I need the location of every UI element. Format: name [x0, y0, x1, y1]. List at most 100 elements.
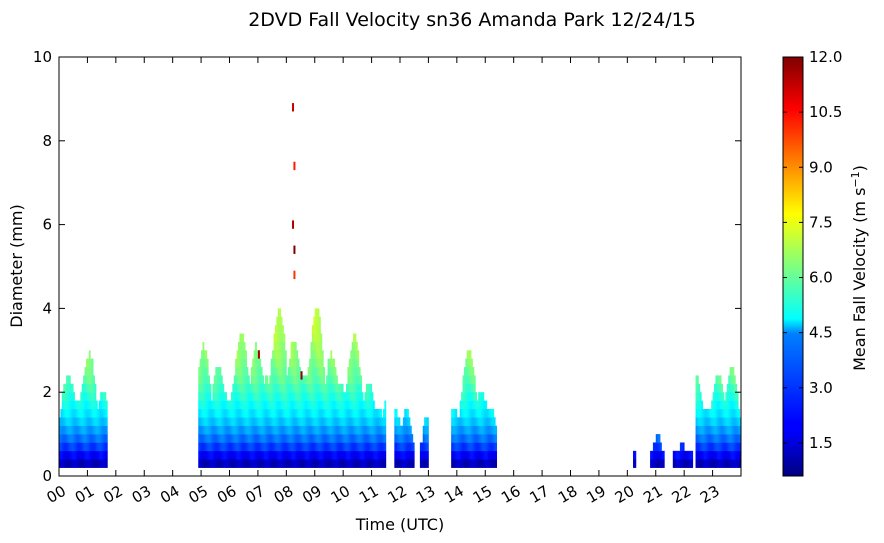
- heatmap-cell: [706, 450, 709, 460]
- heatmap-cell: [338, 450, 341, 460]
- heatmap-cell: [93, 417, 95, 427]
- heatmap-cell: [63, 425, 66, 435]
- heatmap-cell: [360, 392, 363, 401]
- heatmap-cell: [293, 459, 296, 468]
- heatmap-cell: [346, 392, 348, 401]
- heatmap-cell: [333, 383, 336, 393]
- heatmap-cell: [350, 450, 353, 460]
- heatmap-cell: [215, 417, 218, 427]
- heatmap-cell: [357, 358, 360, 368]
- heatmap-cell: [88, 392, 91, 401]
- heatmap-cell: [719, 425, 722, 435]
- x-tick-label: 08: [271, 482, 297, 507]
- heatmap-cell: [394, 425, 397, 435]
- heatmap-cell: [93, 400, 95, 410]
- heatmap-cell: [351, 350, 354, 359]
- heatmap-cell: [306, 425, 309, 435]
- heatmap-cell: [226, 408, 229, 418]
- x-tick-label: 04: [157, 482, 183, 507]
- heatmap-cell: [297, 383, 300, 393]
- heatmap-cell: [704, 434, 706, 443]
- heatmap-cell: [485, 400, 488, 410]
- heatmap-cell: [711, 450, 713, 460]
- heatmap-cell: [400, 434, 402, 443]
- heatmap-cell: [471, 450, 473, 460]
- heatmap-cell: [255, 375, 257, 385]
- heatmap-cell: [247, 383, 250, 393]
- heatmap-cell: [245, 383, 247, 393]
- heatmap-cell: [698, 392, 701, 401]
- heatmap-cell: [346, 459, 348, 468]
- heatmap-cell: [395, 434, 398, 443]
- heatmap-cell: [280, 392, 283, 401]
- heatmap-cell: [469, 375, 472, 385]
- heatmap-cell: [213, 434, 216, 443]
- heatmap-cell: [287, 417, 290, 427]
- heatmap-cell: [492, 459, 495, 468]
- heatmap-cell: [333, 408, 336, 418]
- heatmap-cell: [274, 375, 277, 385]
- heatmap-cell: [465, 434, 468, 443]
- heatmap-cell: [699, 442, 702, 452]
- heatmap-cell: [230, 417, 233, 427]
- heatmap-cell: [233, 450, 236, 460]
- heatmap-cell: [84, 392, 87, 401]
- heatmap-cell: [276, 442, 279, 452]
- heatmap-cell: [701, 450, 704, 460]
- heatmap-cell: [650, 459, 652, 468]
- heatmap-cell: [247, 375, 250, 385]
- heatmap-cell: [463, 417, 466, 427]
- heatmap-cell: [286, 434, 289, 443]
- heatmap-cell: [259, 425, 262, 435]
- heatmap-cell: [334, 375, 337, 385]
- heatmap-cell: [719, 417, 722, 427]
- heatmap-cell: [654, 450, 657, 460]
- heatmap-cell: [61, 408, 64, 418]
- heatmap-cell: [313, 375, 316, 385]
- heatmap-cell: [203, 417, 206, 427]
- heatmap-cell: [453, 417, 456, 427]
- heatmap-cell: [263, 383, 266, 393]
- heatmap-cell: [266, 383, 269, 393]
- heatmap-cell: [347, 400, 350, 410]
- heatmap-cell: [328, 459, 331, 468]
- heatmap-cell: [733, 425, 736, 435]
- heatmap-cell: [219, 459, 222, 468]
- heatmap-cell: [202, 358, 205, 368]
- heatmap-cell: [725, 417, 728, 427]
- heatmap-cell: [80, 392, 83, 401]
- heatmap-cell: [282, 341, 284, 351]
- heatmap-cell: [677, 450, 679, 460]
- heatmap-cell: [462, 434, 465, 443]
- heatmap-cell: [314, 367, 317, 376]
- heatmap-cell: [328, 425, 331, 435]
- heatmap-cell: [66, 417, 68, 427]
- heatmap-cell: [696, 400, 699, 410]
- heatmap-cell: [314, 442, 317, 452]
- heatmap-cell: [61, 450, 64, 460]
- heatmap-cell: [83, 408, 85, 418]
- heatmap-cell: [277, 367, 280, 376]
- heatmap-cell: [71, 450, 74, 460]
- heatmap-cell: [277, 333, 280, 343]
- heatmap-cell: [462, 392, 465, 401]
- heatmap-cell: [311, 341, 314, 351]
- heatmap-cell: [306, 375, 309, 385]
- heatmap-cell: [712, 417, 715, 427]
- heatmap-cell: [203, 425, 206, 435]
- heatmap-cell: [331, 367, 334, 376]
- heatmap-cell: [679, 459, 682, 468]
- heatmap-cell: [377, 450, 380, 460]
- heatmap-cell: [213, 392, 216, 401]
- heatmap-cell: [218, 400, 220, 410]
- heatmap-cell: [471, 383, 473, 393]
- heatmap-cell: [64, 383, 67, 393]
- heatmap-cell: [257, 417, 260, 427]
- heatmap-cell: [232, 417, 235, 427]
- heatmap-cell: [303, 392, 306, 401]
- heatmap-cell: [95, 425, 98, 435]
- heatmap-cell: [455, 459, 458, 468]
- heatmap-cell: [239, 392, 242, 401]
- heatmap-cell: [283, 367, 286, 376]
- heatmap-cell: [313, 417, 316, 427]
